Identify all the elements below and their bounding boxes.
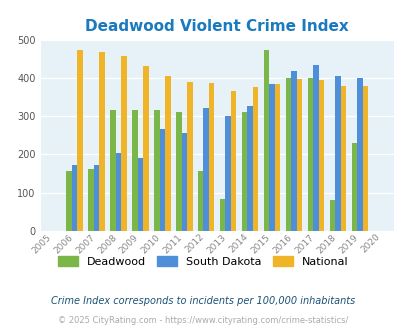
Bar — [296, 79, 301, 231]
Bar — [269, 84, 274, 231]
Bar — [252, 87, 258, 231]
Bar — [121, 56, 126, 231]
Bar — [94, 165, 99, 231]
Bar — [307, 78, 312, 231]
Bar — [203, 108, 209, 231]
Bar — [318, 80, 323, 231]
Bar — [263, 50, 269, 231]
Bar — [247, 106, 252, 231]
Bar — [220, 199, 225, 231]
Bar — [274, 84, 279, 231]
Bar — [334, 76, 340, 231]
Bar — [66, 171, 72, 231]
Bar — [198, 171, 203, 231]
Bar — [159, 129, 165, 231]
Bar — [143, 66, 148, 231]
Bar — [241, 112, 247, 231]
Bar — [165, 76, 170, 231]
Bar — [209, 83, 214, 231]
Bar — [312, 65, 318, 231]
Bar — [285, 78, 290, 231]
Bar — [77, 50, 83, 231]
Bar — [290, 71, 296, 231]
Bar — [187, 82, 192, 231]
Bar — [176, 112, 181, 231]
Bar — [329, 200, 334, 231]
Bar — [115, 152, 121, 231]
Bar — [154, 110, 159, 231]
Bar — [72, 165, 77, 231]
Bar — [356, 78, 362, 231]
Bar — [362, 86, 367, 231]
Bar — [88, 169, 94, 231]
Text: © 2025 CityRating.com - https://www.cityrating.com/crime-statistics/: © 2025 CityRating.com - https://www.city… — [58, 316, 347, 325]
Bar — [230, 90, 236, 231]
Bar — [132, 111, 137, 231]
Bar — [137, 158, 143, 231]
Bar — [225, 116, 230, 231]
Legend: Deadwood, South Dakota, National: Deadwood, South Dakota, National — [58, 256, 347, 267]
Bar — [351, 143, 356, 231]
Bar — [181, 133, 187, 231]
Bar — [110, 111, 115, 231]
Bar — [99, 52, 104, 231]
Bar — [340, 85, 345, 231]
Text: Crime Index corresponds to incidents per 100,000 inhabitants: Crime Index corresponds to incidents per… — [51, 296, 354, 306]
Title: Deadwood Violent Crime Index: Deadwood Violent Crime Index — [85, 19, 348, 34]
